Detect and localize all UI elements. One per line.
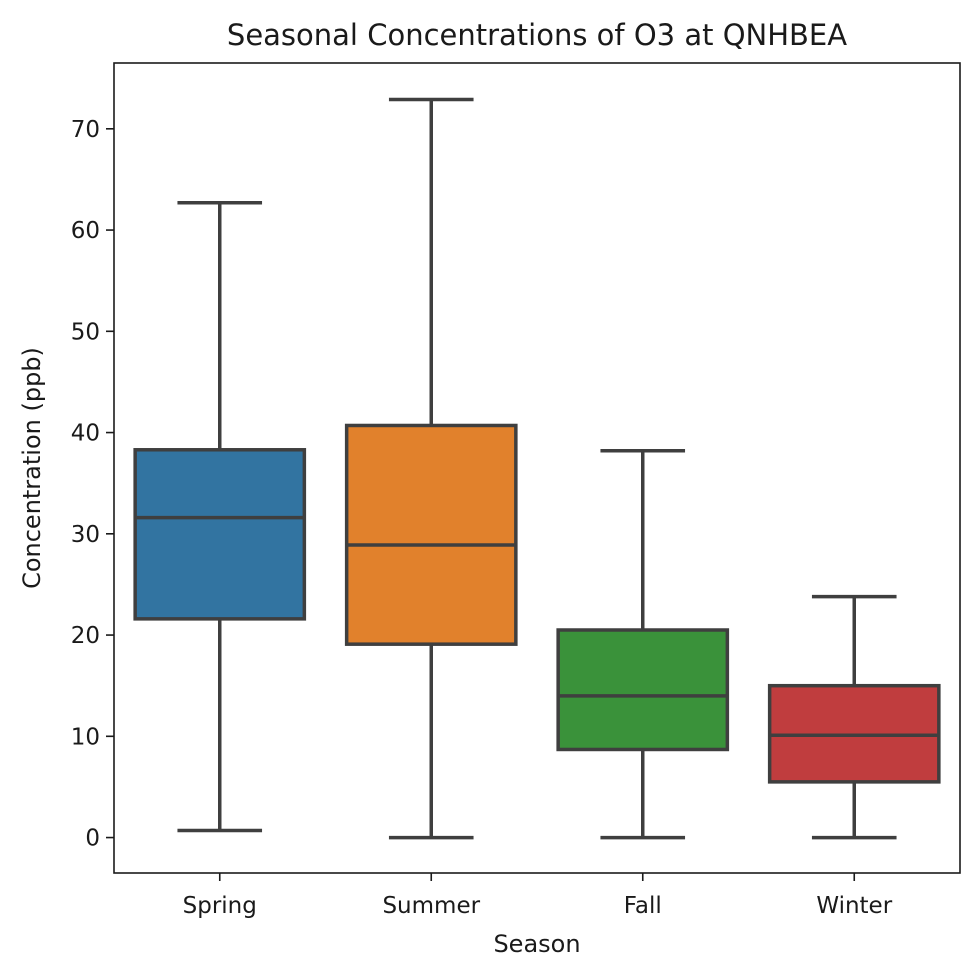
chart-title: Seasonal Concentrations of O3 at QNHBEA	[227, 18, 847, 52]
y-tick-label-40: 40	[71, 421, 100, 447]
x-tick-label-spring: Spring	[183, 893, 257, 919]
box-group-fall	[556, 449, 730, 840]
y-tick-label-70: 70	[71, 117, 100, 143]
x-tick-label-winter: Winter	[816, 893, 892, 919]
y-tick-label-10: 10	[71, 724, 100, 750]
y-tick-label-50: 50	[71, 319, 100, 345]
box-group-winter	[767, 594, 941, 840]
x-axis: Spring Summer Fall Winter	[183, 873, 893, 919]
y-axis: 0 10 20 30 40 50 60 70	[71, 117, 114, 852]
y-tick-label-30: 30	[71, 522, 100, 548]
plot-frame	[113, 62, 961, 874]
box-summer	[344, 423, 518, 646]
x-axis-label: Season	[493, 930, 580, 958]
y-tick-label-60: 60	[71, 218, 100, 244]
box-group-spring	[133, 200, 307, 833]
y-tick-label-20: 20	[71, 623, 100, 649]
x-tick-label-fall: Fall	[624, 893, 662, 919]
box-fall	[556, 628, 730, 752]
y-axis-label: Concentration (ppb)	[18, 347, 46, 589]
x-tick-label-summer: Summer	[382, 893, 480, 919]
plot-area	[133, 97, 941, 840]
box-spring	[133, 448, 307, 621]
box-group-summer	[344, 97, 518, 840]
y-tick-label-0: 0	[85, 826, 100, 852]
